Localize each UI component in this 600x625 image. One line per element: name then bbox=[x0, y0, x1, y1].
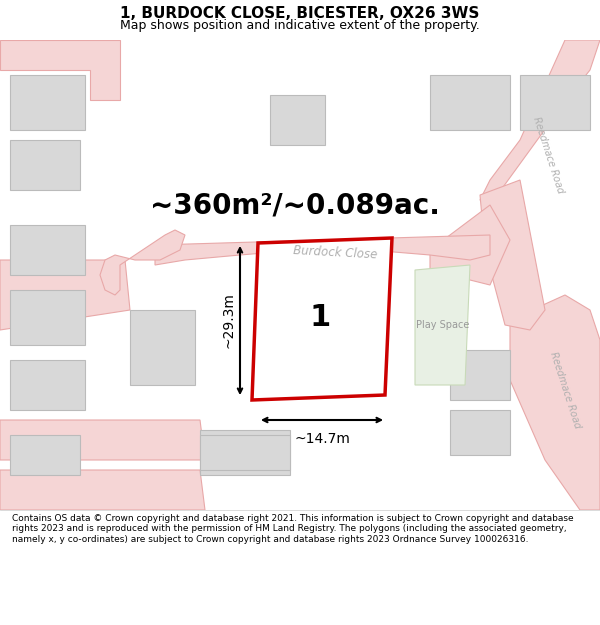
Polygon shape bbox=[0, 470, 205, 510]
Polygon shape bbox=[252, 238, 392, 400]
Text: Reedmace Road: Reedmace Road bbox=[531, 116, 565, 194]
Text: Play Space: Play Space bbox=[416, 320, 470, 330]
Polygon shape bbox=[100, 230, 185, 295]
Polygon shape bbox=[450, 410, 510, 455]
Polygon shape bbox=[270, 95, 325, 145]
Polygon shape bbox=[10, 75, 85, 130]
Text: Reedmace Road: Reedmace Road bbox=[548, 351, 582, 429]
Text: Burdock Close: Burdock Close bbox=[293, 244, 377, 262]
Polygon shape bbox=[130, 310, 195, 385]
Polygon shape bbox=[430, 75, 510, 130]
Polygon shape bbox=[415, 265, 470, 385]
Polygon shape bbox=[10, 360, 85, 410]
Polygon shape bbox=[0, 420, 205, 460]
Polygon shape bbox=[520, 75, 590, 130]
Polygon shape bbox=[10, 140, 80, 190]
Polygon shape bbox=[200, 435, 290, 470]
Polygon shape bbox=[0, 260, 130, 330]
Text: ~14.7m: ~14.7m bbox=[294, 432, 350, 446]
Text: Contains OS data © Crown copyright and database right 2021. This information is : Contains OS data © Crown copyright and d… bbox=[12, 514, 574, 544]
Polygon shape bbox=[480, 180, 545, 330]
Text: 1, BURDOCK CLOSE, BICESTER, OX26 3WS: 1, BURDOCK CLOSE, BICESTER, OX26 3WS bbox=[121, 6, 479, 21]
Text: Map shows position and indicative extent of the property.: Map shows position and indicative extent… bbox=[120, 19, 480, 32]
Polygon shape bbox=[450, 350, 510, 400]
Text: ~360m²/~0.089ac.: ~360m²/~0.089ac. bbox=[150, 191, 440, 219]
Polygon shape bbox=[10, 290, 85, 345]
Polygon shape bbox=[510, 295, 600, 510]
Polygon shape bbox=[200, 430, 290, 475]
Polygon shape bbox=[10, 435, 80, 475]
Text: 1: 1 bbox=[310, 304, 331, 332]
Text: ~29.3m: ~29.3m bbox=[222, 292, 236, 349]
Polygon shape bbox=[10, 225, 85, 275]
Polygon shape bbox=[430, 205, 510, 285]
Polygon shape bbox=[0, 40, 120, 100]
Polygon shape bbox=[480, 40, 600, 205]
Polygon shape bbox=[155, 235, 490, 265]
